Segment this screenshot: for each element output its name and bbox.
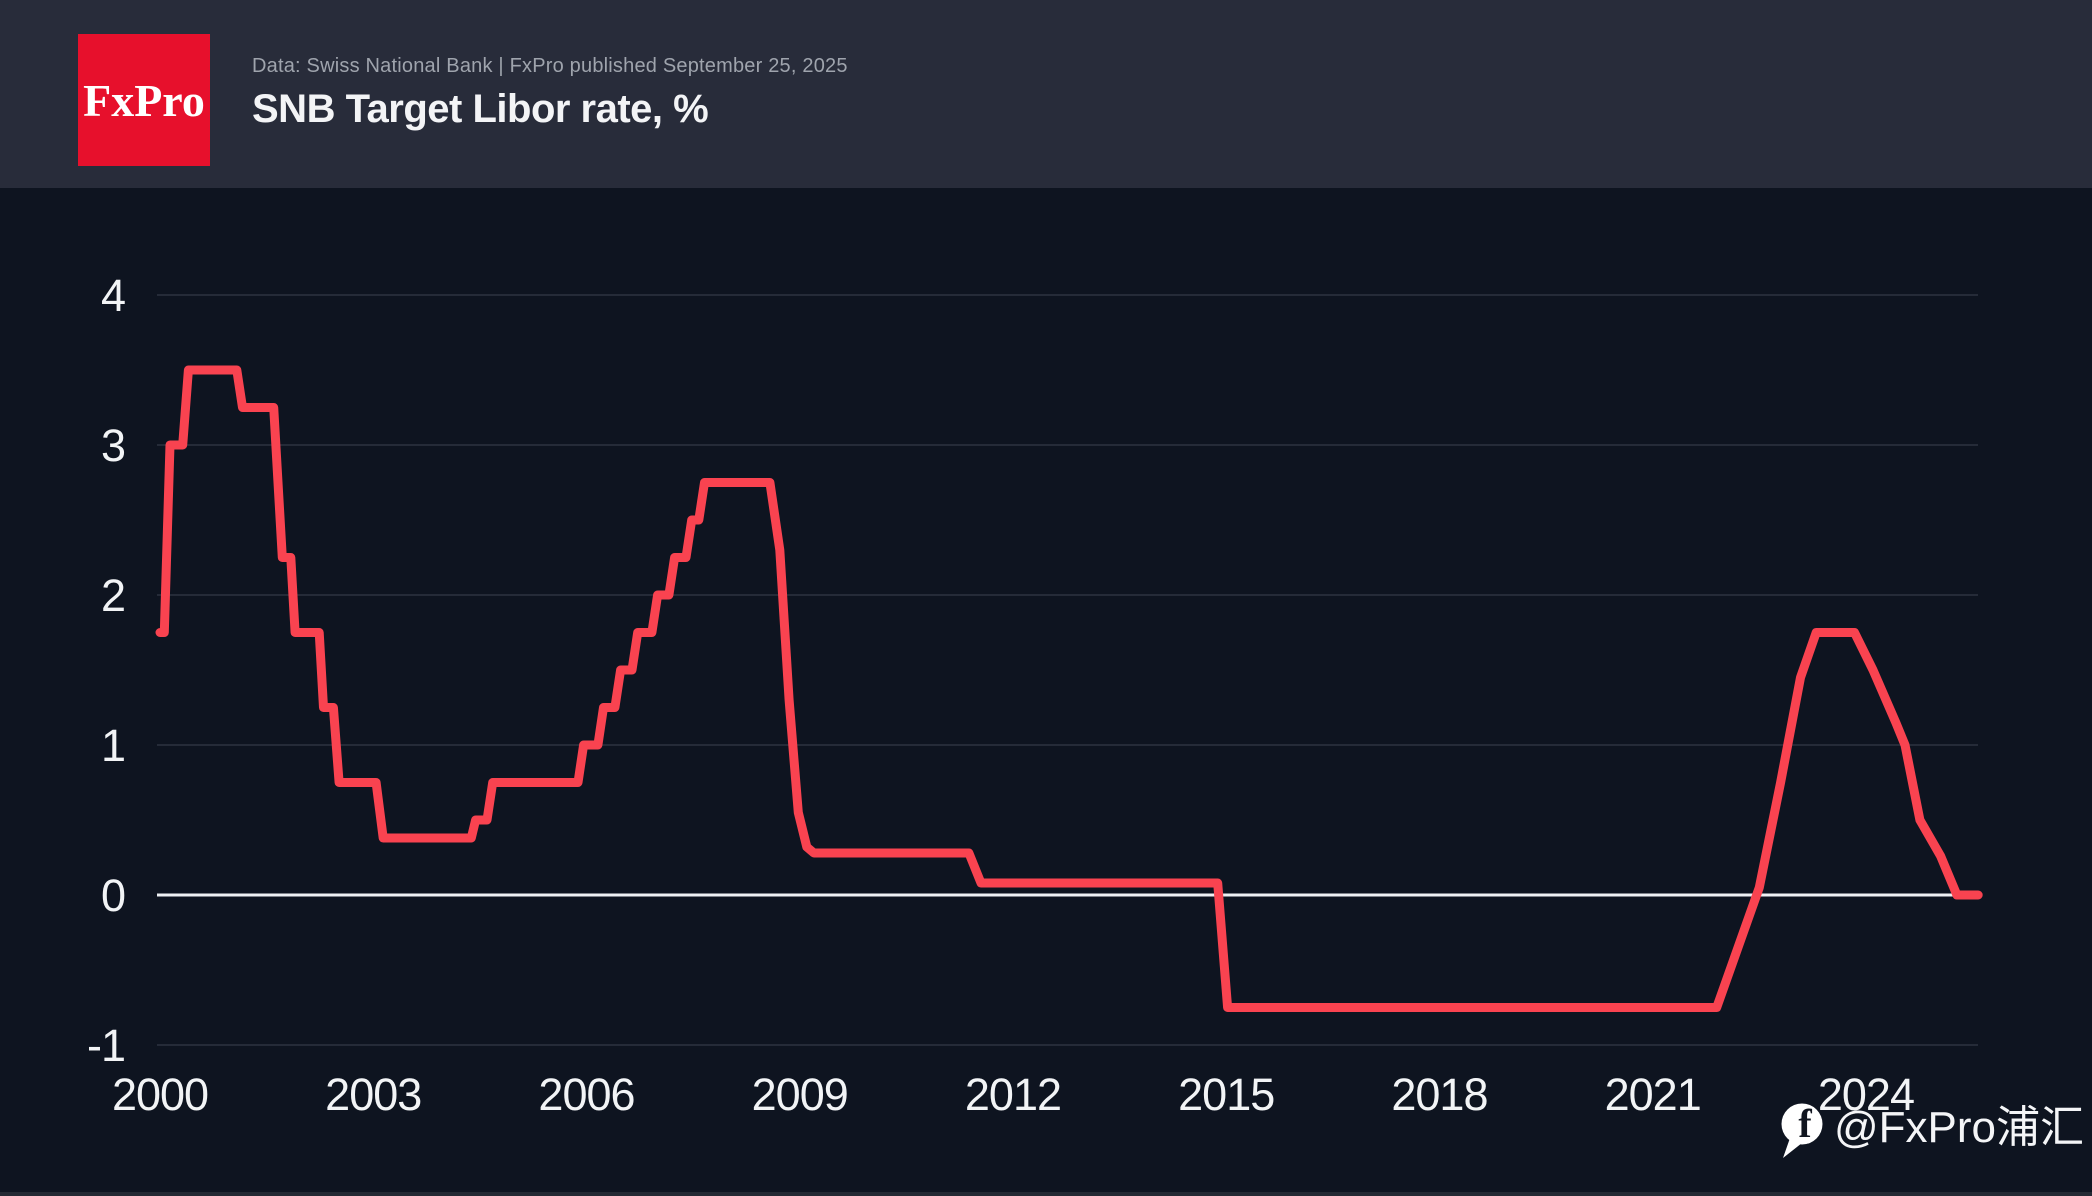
header-titles: Data: Swiss National Bank | FxPro publis… (252, 52, 848, 134)
rate-line (155, 365, 1983, 1012)
y-tick-label: 2 (101, 570, 125, 621)
facebook-icon: f (1781, 1102, 1823, 1158)
x-tick-label: 2006 (538, 1069, 634, 1120)
x-tick-label: 2015 (1178, 1069, 1274, 1120)
y-tick-label: 3 (101, 420, 125, 471)
x-tick-label: 2003 (325, 1069, 421, 1120)
y-tick-label: 0 (101, 870, 125, 921)
watermark-handle: @FxPro浦汇 (1834, 1103, 2085, 1152)
fxpro-logo: FxPro (78, 34, 210, 166)
chart-source-caption: Data: Swiss National Bank | FxPro publis… (252, 55, 848, 77)
x-tick-label: 2000 (112, 1069, 208, 1120)
watermark: f @FxPro浦汇 (1779, 1102, 2084, 1160)
bottom-edge-strip (0, 1192, 2092, 1196)
y-tick-label: 1 (101, 720, 125, 771)
x-tick-label: 2009 (752, 1069, 848, 1120)
page-title: SNB Target Libor rate, % (252, 87, 709, 131)
fxpro-logo-text: FxPro (83, 74, 205, 126)
header-bar: FxPro Data: Swiss National Bank | FxPro … (0, 0, 2092, 188)
x-tick-label: 2021 (1605, 1069, 1701, 1120)
y-tick-label: 4 (101, 270, 125, 321)
y-tick-label: -1 (87, 1020, 125, 1071)
svg-text:f: f (1798, 1102, 1812, 1146)
x-tick-label: 2018 (1391, 1069, 1487, 1120)
x-tick-label: 2012 (965, 1069, 1061, 1120)
x-tick-label: 2024 (1818, 1069, 1914, 1120)
